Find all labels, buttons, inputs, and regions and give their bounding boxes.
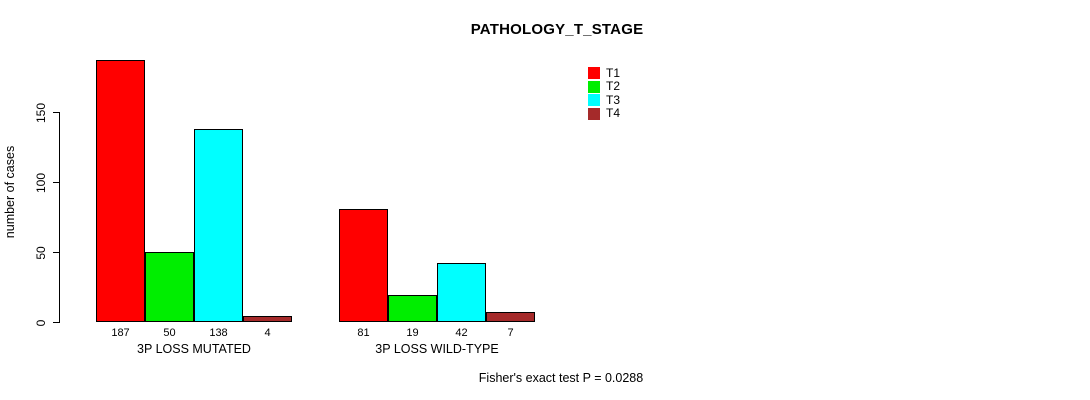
bar-t2-group0 (145, 252, 194, 322)
bar-t2-group1 (388, 295, 437, 322)
legend-label-t1: T1 (606, 65, 621, 80)
bar-t3-group0 (194, 129, 243, 322)
y-tick (53, 112, 59, 114)
y-axis-line (59, 112, 61, 323)
group-label: 3P LOSS WILD-TYPE (375, 342, 499, 356)
bar-value-label: 19 (406, 327, 419, 339)
y-tick (53, 252, 59, 254)
legend-label-t2: T2 (606, 79, 621, 93)
bar-t1-group0 (96, 60, 145, 322)
group-label: 3P LOSS MUTATED (137, 342, 251, 356)
y-tick-label: 50 (34, 245, 48, 260)
bar-value-label: 4 (264, 327, 271, 339)
bar-value-label: 187 (111, 327, 130, 339)
bar-value-label: 138 (209, 327, 228, 339)
chart-title: PATHOLOGY_T_STAGE (470, 21, 644, 38)
y-tick (53, 322, 59, 324)
y-axis-label: number of cases (3, 145, 17, 239)
legend-swatch-t2 (588, 80, 600, 93)
y-tick-label: 0 (34, 319, 48, 326)
bar-t4-group0 (243, 316, 292, 322)
bar-value-label: 81 (357, 327, 370, 339)
y-tick-label: 100 (34, 172, 48, 193)
legend-swatch-t3 (588, 94, 600, 106)
bar-value-label: 50 (163, 327, 176, 339)
y-tick-label: 150 (34, 102, 48, 123)
legend-swatch-t4 (588, 107, 600, 120)
bar-t1-group1 (339, 209, 388, 322)
legend-label-t4: T4 (606, 106, 621, 120)
bar-t4-group1 (486, 312, 535, 322)
y-tick (53, 182, 59, 184)
legend-label-t3: T3 (606, 92, 621, 107)
bar-value-label: 7 (507, 327, 514, 339)
legend-swatch-t1 (588, 67, 600, 79)
annotation-fisher-test: Fisher's exact test P = 0.0288 (478, 371, 644, 385)
bar-value-label: 42 (455, 327, 468, 339)
bar-t3-group1 (437, 263, 486, 322)
